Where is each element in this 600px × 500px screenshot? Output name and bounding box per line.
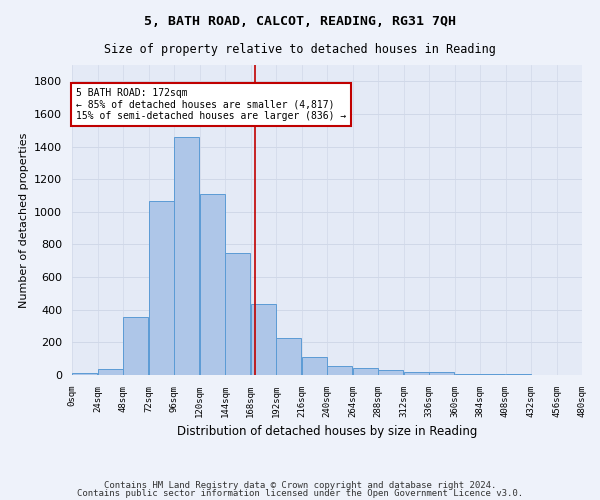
Bar (302, 357, 327, 375)
Bar (72, 374, 97, 375)
Bar (404, 372, 429, 375)
Bar (429, 372, 454, 375)
Text: 5, BATH ROAD, CALCOT, READING, RG31 7QH: 5, BATH ROAD, CALCOT, READING, RG31 7QH (144, 15, 456, 28)
Text: 5 BATH ROAD: 172sqm
← 85% of detached houses are smaller (4,817)
15% of semi-det: 5 BATH ROAD: 172sqm ← 85% of detached ho… (76, 88, 347, 121)
Bar (378, 370, 403, 375)
X-axis label: Distribution of detached houses by size in Reading: Distribution of detached houses by size … (177, 426, 477, 438)
Text: Contains public sector information licensed under the Open Government Licence v3: Contains public sector information licen… (77, 489, 523, 498)
Bar (480, 374, 505, 375)
Bar (174, 137, 199, 375)
Bar (455, 374, 480, 375)
Bar (353, 368, 378, 375)
Text: Size of property relative to detached houses in Reading: Size of property relative to detached ho… (104, 42, 496, 56)
Text: Contains HM Land Registry data © Crown copyright and database right 2024.: Contains HM Land Registry data © Crown c… (104, 480, 496, 490)
Bar (251, 304, 276, 375)
Bar (98, 370, 123, 375)
Bar (327, 366, 352, 375)
Bar (200, 194, 225, 375)
Bar (506, 374, 531, 375)
Bar (123, 317, 148, 375)
Bar (149, 201, 174, 375)
Bar (276, 338, 301, 375)
Y-axis label: Number of detached properties: Number of detached properties (19, 132, 29, 308)
Bar (225, 254, 250, 375)
